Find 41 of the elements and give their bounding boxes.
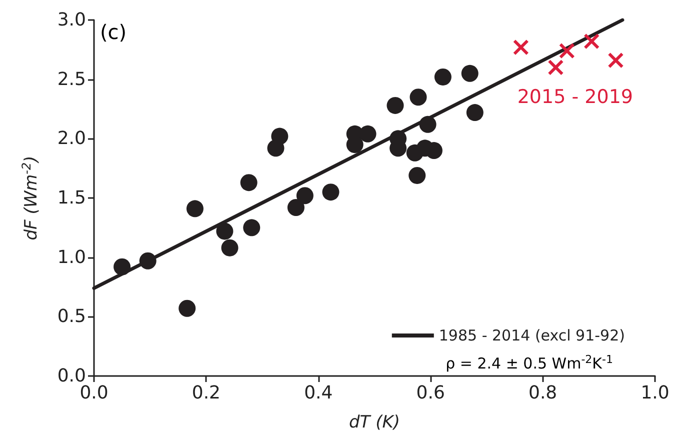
point [558,42,575,59]
point [359,125,376,142]
point [434,68,452,86]
point [419,116,436,133]
y-tick-label: 1.5 [57,188,86,208]
series-label: 2015 - 2019 [517,86,634,108]
point [512,39,529,56]
point [114,258,131,276]
point [186,200,204,218]
y-tick-label: 1.0 [57,246,86,268]
point [322,184,340,201]
point [271,128,288,145]
x-tick-label: 1.0 [640,382,670,404]
point [408,166,426,184]
y-tick-label: 0.5 [57,306,86,328]
x-tick-label: 0.2 [192,382,221,404]
x-tick-label: 0.6 [416,382,445,404]
y-tick-label: 3.0 [57,10,86,30]
x-axis-title: dT (K) [349,412,400,432]
annotation: (c) [100,20,127,44]
y-tick-label: 2.0 [57,128,86,150]
point [608,52,624,68]
point [296,187,314,204]
point [240,174,258,192]
point [287,198,304,216]
point [243,219,260,236]
x-tick-label: 0.4 [304,382,333,404]
point [216,222,234,240]
point [410,88,427,106]
point [139,252,156,270]
y-axis-title: dF (Wm-2) [20,156,42,240]
point [466,104,484,122]
point [178,300,196,317]
point [548,59,564,76]
x-tick-label: 0.8 [528,382,558,404]
point [386,96,404,114]
point [221,239,238,256]
point [584,33,600,50]
y-tick-label: 2.5 [57,68,86,90]
point [461,64,478,82]
legend-label: 1985 - 2014 (excl 91-92) [438,326,626,344]
